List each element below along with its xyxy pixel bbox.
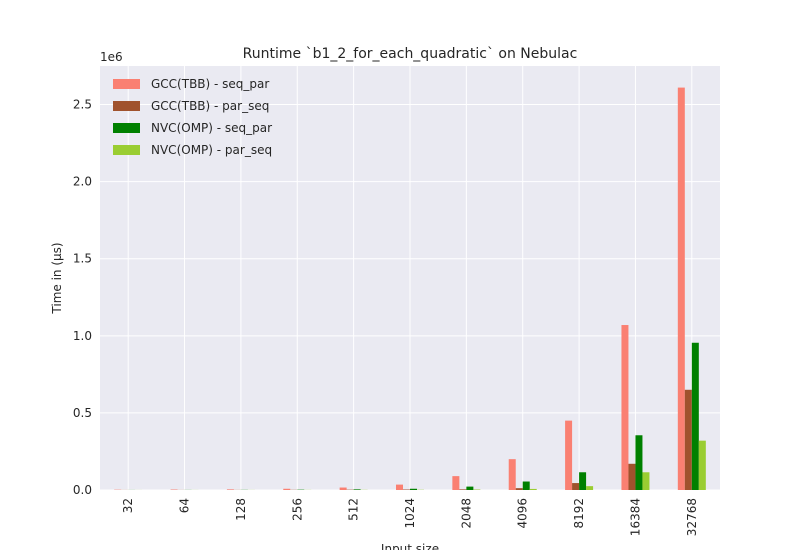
- bar: [677, 87, 685, 491]
- bar: [452, 476, 460, 490]
- x-tick-label: 16384: [628, 498, 642, 536]
- bar: [586, 486, 594, 490]
- bar: [529, 488, 537, 490]
- bar: [353, 489, 361, 490]
- y-tick-label: 2.0: [73, 175, 92, 189]
- bar: [410, 488, 417, 490]
- y-tick-label: 2.5: [73, 98, 92, 112]
- legend-entry: GCC(TBB) - par_seq: [151, 99, 269, 113]
- legend: GCC(TBB) - seq_par GCC(TBB) - par_seq NVC(…: [113, 77, 272, 157]
- y-tick-label: 0.0: [73, 483, 92, 497]
- x-axis-label: Input size: [381, 542, 439, 550]
- bar: [565, 420, 573, 490]
- legend-swatch: [113, 123, 140, 133]
- bar: [522, 481, 530, 490]
- y-tick-label: 1.5: [73, 252, 92, 266]
- bar: [508, 459, 516, 490]
- bars: [114, 87, 706, 491]
- legend-swatch: [113, 79, 140, 89]
- legend-entry: NVC(OMP) - par_seq: [151, 143, 272, 157]
- bar: [642, 472, 650, 490]
- legend-entry: GCC(TBB) - seq_par: [151, 77, 269, 91]
- bar: [579, 472, 587, 490]
- bar: [466, 486, 474, 490]
- bar: [698, 440, 706, 490]
- legend-swatch: [113, 101, 140, 111]
- x-tick-label: 32: [121, 498, 135, 513]
- x-tick-label: 512: [347, 498, 361, 521]
- bar: [635, 435, 643, 490]
- x-tick-label: 256: [290, 498, 304, 521]
- bar: [283, 488, 291, 490]
- y-ticks: 0.0 0.5 1.0 1.5 2.0 2.5: [73, 98, 92, 497]
- bar: [628, 463, 636, 490]
- bar: [621, 325, 629, 490]
- x-ticks: 32 64 128 256 512 1024 2048 4096 8192 16384 32768: [121, 498, 699, 536]
- x-tick-label: 4096: [516, 498, 530, 529]
- legend-entry: NVC(OMP) - seq_par: [151, 121, 272, 135]
- x-tick-label: 32768: [685, 498, 699, 536]
- bar: [339, 487, 347, 490]
- y-axis-label: Time in (µs): [50, 242, 64, 314]
- bar: [226, 489, 234, 490]
- x-tick-label: 64: [178, 498, 192, 513]
- bar: [684, 389, 692, 490]
- x-tick-label: 2048: [459, 498, 473, 529]
- x-tick-label: 128: [234, 498, 248, 521]
- bar: [515, 488, 523, 490]
- y-tick-label: 0.5: [73, 406, 92, 420]
- grid-lines: [100, 66, 720, 491]
- bar: [396, 484, 403, 490]
- x-tick-label: 8192: [572, 498, 586, 529]
- y-scale-label: 1e6: [100, 50, 123, 64]
- bar: [459, 489, 467, 490]
- y-tick-label: 1.0: [73, 329, 92, 343]
- legend-swatch: [113, 145, 140, 155]
- chart-title: Runtime `b1_2_for_each_quadratic` on Neb…: [243, 46, 578, 62]
- x-tick-label: 1024: [403, 498, 417, 529]
- bar: [572, 483, 580, 490]
- bar: [691, 342, 699, 490]
